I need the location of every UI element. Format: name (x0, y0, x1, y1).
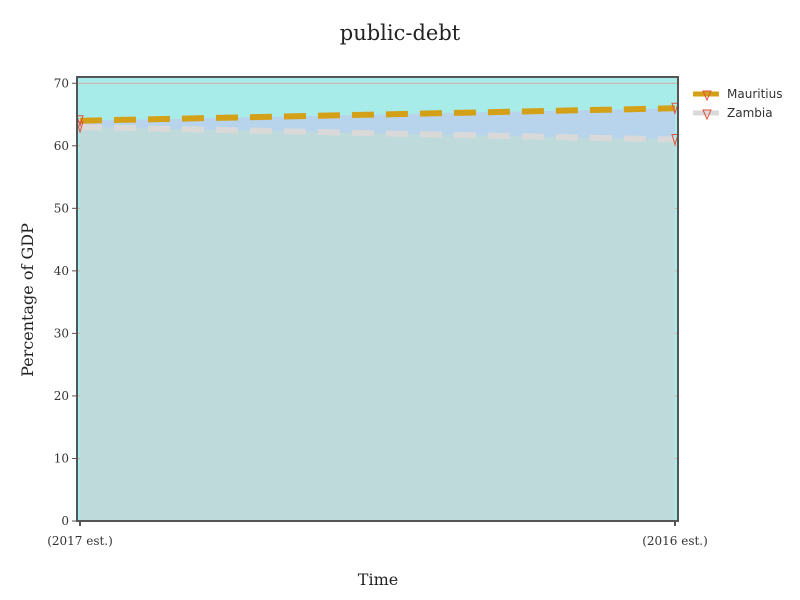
legend-label-mauritius: Mauritius (727, 87, 782, 101)
x-axis-title: Time (358, 570, 398, 589)
y-axis-title: Percentage of GDP (18, 223, 37, 377)
marker-zambia-0 (76, 121, 84, 134)
marker-zambia-1 (671, 134, 679, 147)
legend: Mauritius Zambia (693, 87, 782, 121)
x-tick-label: (2016 est.) (642, 534, 708, 548)
x-tick-label: (2017 est.) (47, 534, 113, 548)
y-tick-label: 10 (54, 451, 69, 465)
y-tick-label: 50 (54, 201, 69, 215)
y-tick-label: 70 (54, 76, 69, 90)
line-mauritius (79, 105, 676, 124)
area-zambia (80, 127, 675, 521)
y-tick-label: 0 (61, 514, 69, 528)
x-axis-ticks: (2017 est.) (2016 est.) (47, 521, 708, 548)
y-axis-ticks: 0 10 20 30 40 50 60 70 (54, 76, 77, 528)
series-areas (80, 108, 675, 521)
y-tick-label: 60 (54, 139, 69, 153)
plot-frame (76, 76, 679, 522)
line-zambia (79, 124, 676, 143)
y-tick-label: 30 (54, 326, 69, 340)
y-tick-label: 20 (54, 389, 69, 403)
legend-marker-icon (702, 109, 712, 121)
marker-mauritius-0 (76, 115, 84, 128)
marker-mauritius-1 (671, 102, 679, 116)
chart-title: public-debt (340, 21, 461, 45)
series-lines (79, 105, 676, 143)
legend-label-zambia: Zambia (727, 106, 773, 120)
data-markers (76, 102, 679, 147)
legend-marker-icon (702, 90, 712, 102)
y-tick-label: 40 (54, 264, 69, 278)
